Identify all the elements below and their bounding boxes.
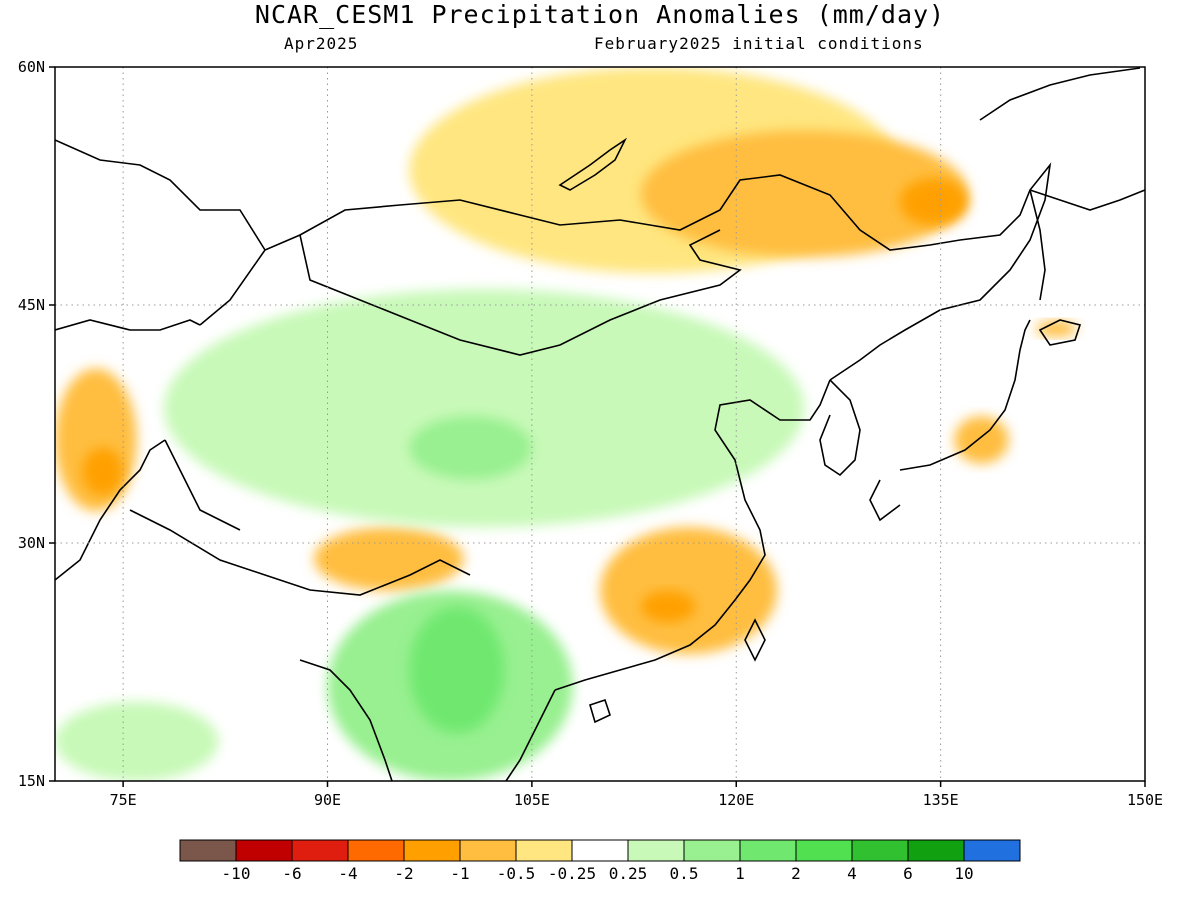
- colorbar-label: -0.25: [548, 864, 596, 883]
- colorbar-swatch: [403, 839, 461, 862]
- central-asia-border: [55, 139, 266, 251]
- anomaly-region-3: [600, 527, 778, 655]
- mongolia-border: [299, 229, 742, 356]
- anomaly-region-13: [954, 416, 1009, 464]
- colorbar-label: 1: [735, 864, 745, 883]
- colorbar-swatch: [235, 839, 293, 862]
- colorbar-swatch: [347, 839, 405, 862]
- colorbar-label: 2: [791, 864, 801, 883]
- colorbar-label: -6: [282, 864, 301, 883]
- colorbar-swatch: [683, 839, 741, 862]
- lon-tick-label: 75E: [110, 791, 137, 809]
- colorbar-swatch: [795, 839, 853, 862]
- colorbar-label: 4: [847, 864, 857, 883]
- india-china-border: [129, 509, 471, 596]
- anomaly-region-7: [82, 447, 124, 496]
- china-border-outline: [199, 162, 1052, 381]
- east-china-coast: [554, 379, 831, 691]
- colorbar-swatch: [179, 839, 237, 862]
- anomaly-fill-layer: [55, 67, 1077, 781]
- lon-tick-label: 105E: [514, 791, 550, 809]
- anomaly-region-14: [1036, 320, 1077, 337]
- anomaly-region-2: [899, 178, 968, 226]
- colorbar-label: 6: [903, 864, 913, 883]
- colorbar-swatch: [515, 839, 573, 862]
- valid-month-label: Apr2025: [284, 34, 359, 53]
- colorbar-swatch: [459, 839, 517, 862]
- kamchatka-coast: [979, 67, 1141, 121]
- latitude-axis: 60N 45N 30N 15N: [18, 58, 55, 790]
- colorbar-swatch: [851, 839, 909, 862]
- lon-tick-label: 135E: [923, 791, 959, 809]
- anomaly-region-4: [640, 590, 696, 623]
- colorbar-label: -2: [394, 864, 413, 883]
- anomaly-region-8: [164, 289, 805, 528]
- colorbar-label: 10: [954, 864, 973, 883]
- gridlines: [55, 67, 1145, 781]
- hainan: [589, 698, 611, 724]
- colorbar-swatch: [627, 839, 685, 862]
- lat-tick-label: 30N: [18, 534, 45, 552]
- sakhalin: [1029, 189, 1046, 301]
- lat-tick-label: 60N: [18, 58, 45, 76]
- colorbar-label: 0.5: [670, 864, 699, 883]
- colorbar-swatch: [739, 839, 797, 862]
- okhotsk-coast: [1029, 189, 1145, 211]
- colorbar-swatch: [907, 839, 965, 862]
- colorbar-swatch: [571, 839, 629, 862]
- kazakh-border: [55, 319, 201, 331]
- colorbar: -10 -6 -4 -2 -1 -0.5 -0.25 0.25 0.5 1 2 4 6 10: [179, 839, 1021, 883]
- colorbar-label: -1: [450, 864, 469, 883]
- lon-tick-label: 90E: [314, 791, 341, 809]
- coastline-layer: [55, 67, 1145, 781]
- anomaly-region-1: [640, 130, 968, 258]
- anomaly-region-11: [409, 606, 505, 734]
- colorbar-label: -0.5: [497, 864, 536, 883]
- colorbar-swatch: [963, 839, 1021, 862]
- plot-frame: [54, 66, 1146, 782]
- western-border: [55, 439, 166, 581]
- colorbar-label: -4: [338, 864, 357, 883]
- taiwan: [744, 618, 766, 662]
- bay-of-bengal-coast: [299, 659, 393, 781]
- lon-tick-label: 150E: [1127, 791, 1163, 809]
- korea-outline: [819, 379, 861, 477]
- lat-tick-label: 45N: [18, 296, 45, 314]
- colorbar-label: -10: [222, 864, 251, 883]
- lake-baikal: [558, 137, 628, 191]
- tibet-border: [164, 439, 241, 531]
- longitude-axis: 75E 90E 105E 120E 135E 150E: [110, 781, 1163, 809]
- anomaly-region-5: [313, 527, 464, 591]
- lon-tick-label: 120E: [718, 791, 754, 809]
- initial-conditions-label: February2025 initial conditions: [594, 34, 924, 53]
- japan-honshu: [899, 319, 1031, 471]
- anomaly-region-12: [55, 701, 219, 781]
- map-title: NCAR_CESM1 Precipitation Anomalies (mm/d…: [254, 0, 946, 29]
- hokkaido: [1038, 319, 1082, 346]
- indochina-coast: [505, 689, 556, 781]
- colorbar-swatch: [291, 839, 349, 862]
- japan-kyushu: [869, 479, 901, 522]
- colorbar-label: 0.25: [609, 864, 648, 883]
- lat-tick-label: 15N: [18, 772, 45, 790]
- anomaly-region-9: [409, 416, 532, 480]
